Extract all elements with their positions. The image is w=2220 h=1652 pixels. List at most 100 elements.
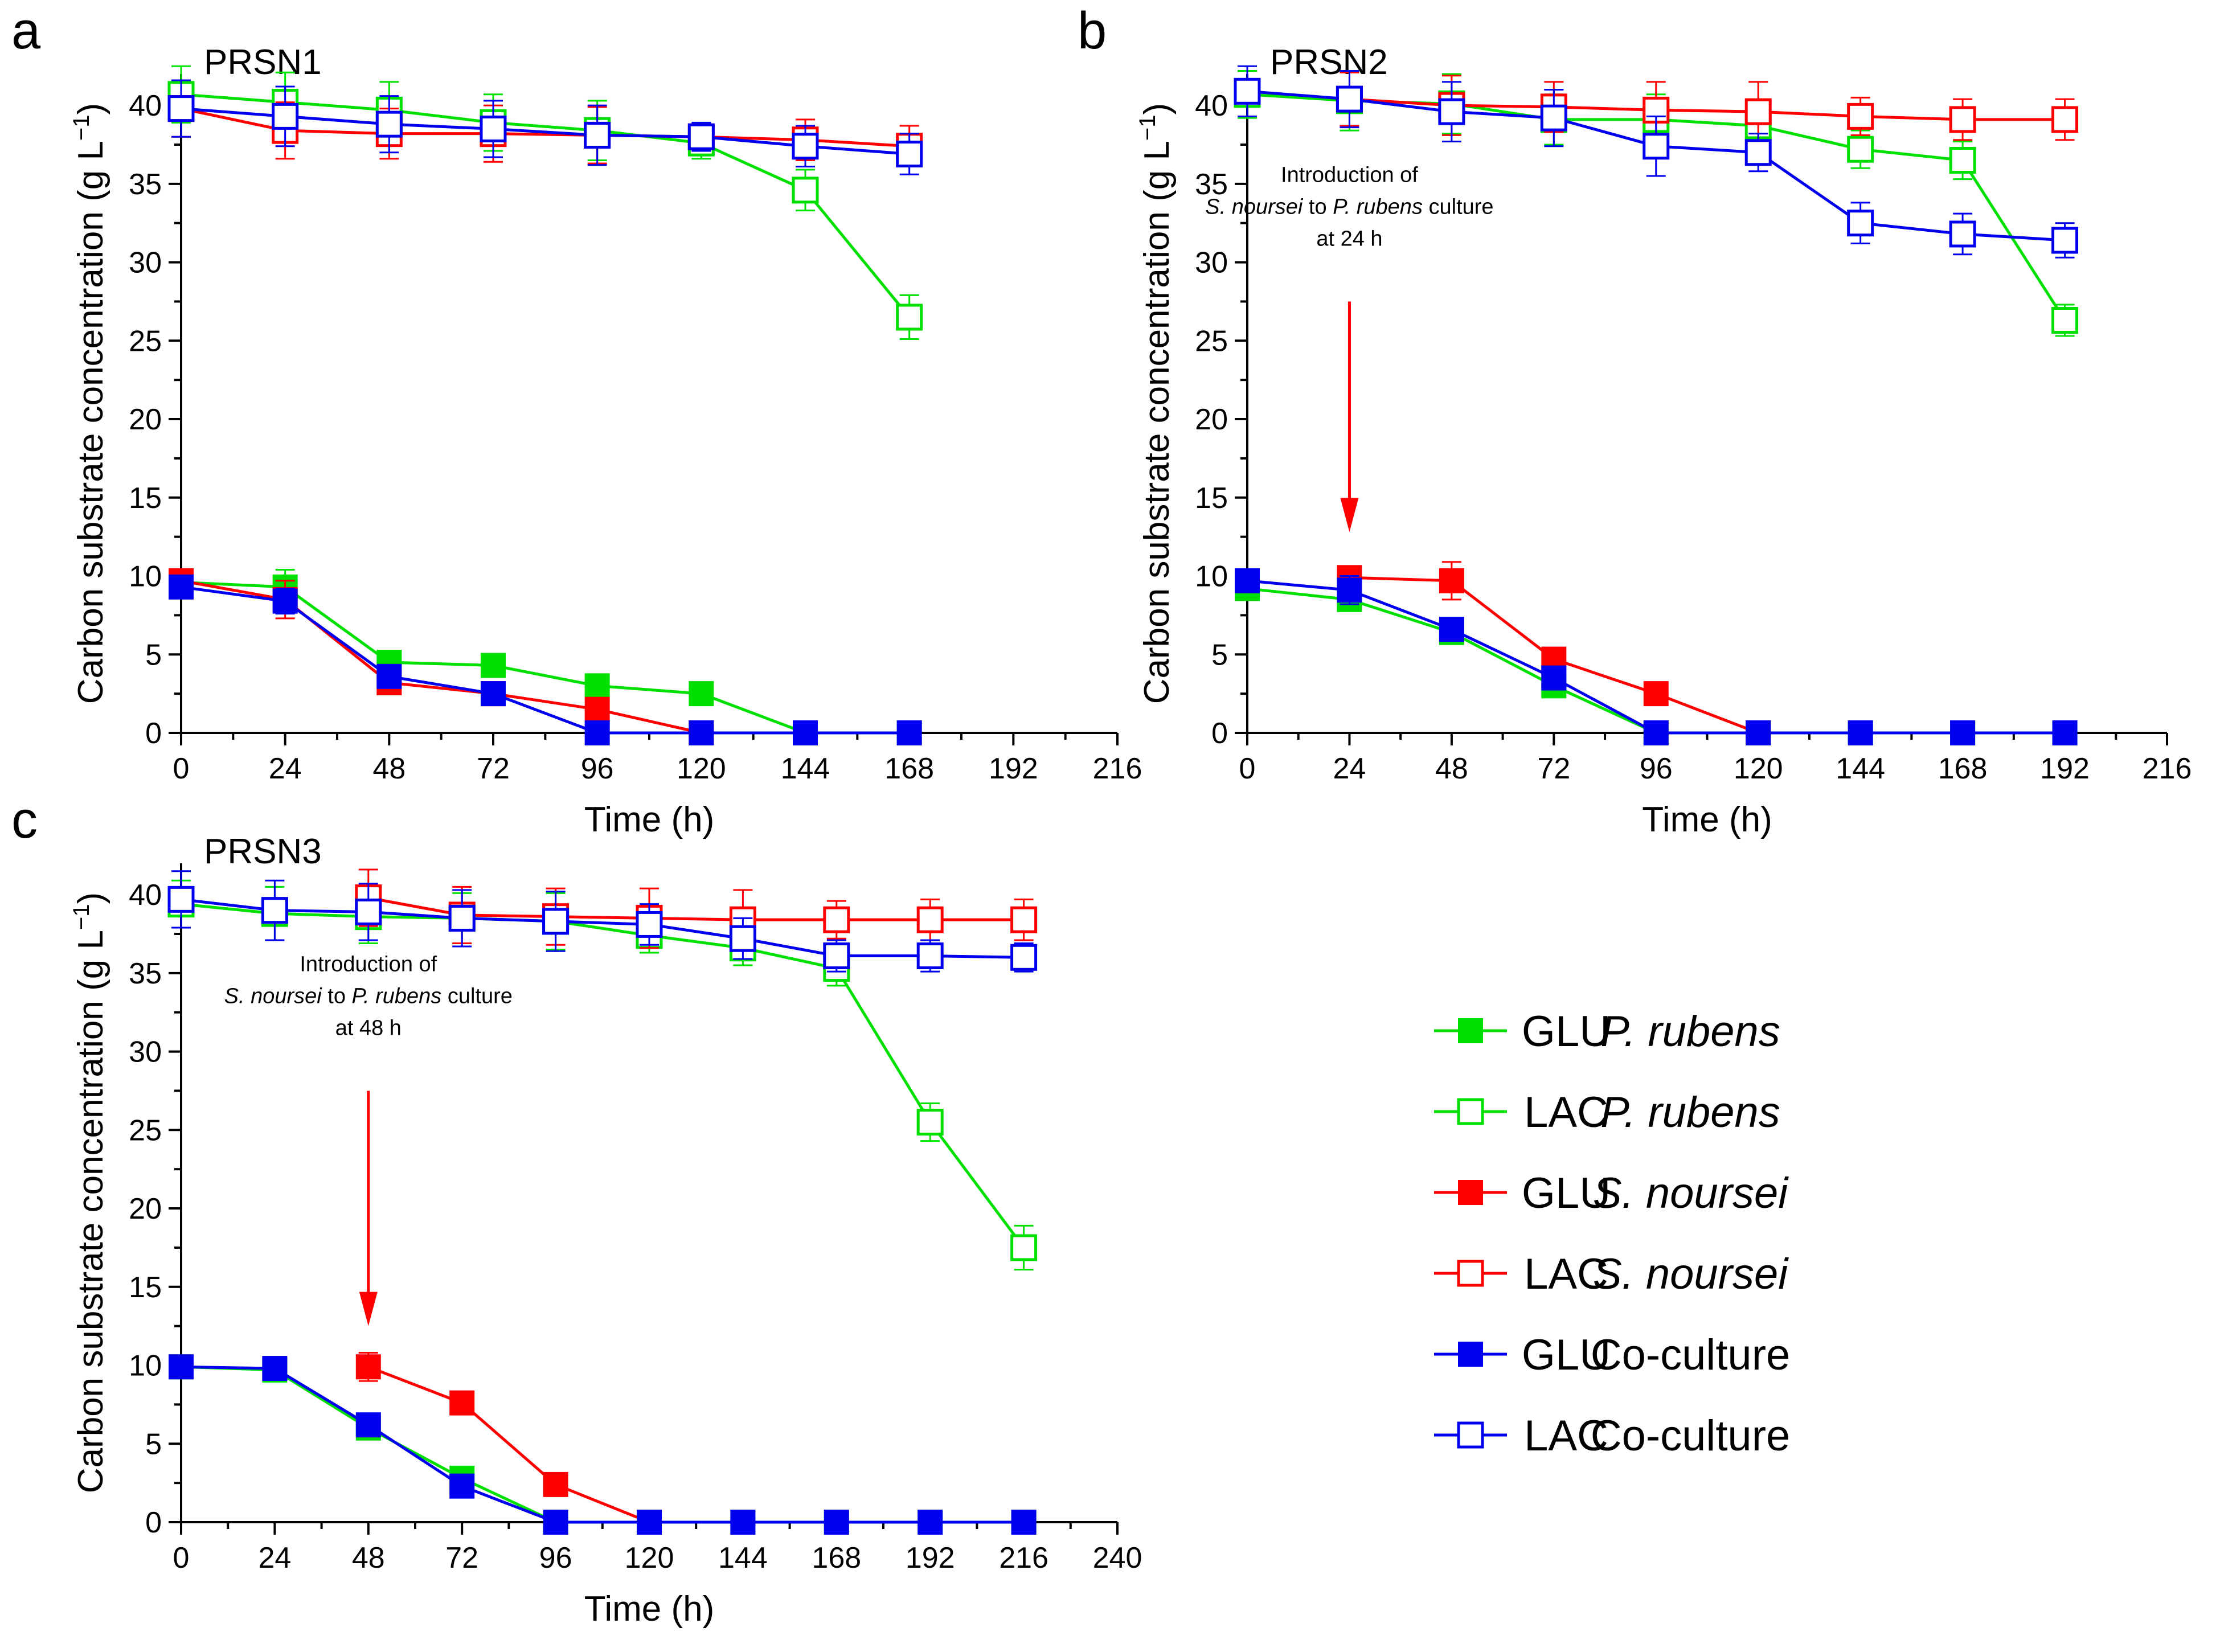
series-lac-co-culture [1234,65,2079,259]
x-tick-label: 96 [539,1542,572,1575]
y-axis-label-close: ) [1137,103,1177,115]
data-point [1746,720,1771,745]
y-axis-label-text: Carbon substrate concentration (g L [71,930,110,1493]
data-point [1010,1234,1038,1261]
x-tick-label: 24 [258,1542,291,1575]
y-tick-label: 30 [129,247,162,280]
annotation-segment: S. noursei [224,984,323,1008]
x-tick-label: 120 [1734,752,1783,785]
legend-marker [1458,1180,1483,1205]
data-point [792,133,819,160]
data-point [1847,210,1874,237]
data-point [1541,665,1567,691]
x-tick-label: 168 [884,752,934,785]
annotation-segment: culture [1423,195,1494,219]
y-tick-label: 40 [1195,89,1228,122]
panel-letter: a [11,2,41,60]
data-point [261,897,288,924]
x-tick-label: 216 [1093,752,1142,785]
data-point [2051,106,2079,133]
data-point [1438,98,1465,125]
x-axis-label: Time (h) [1642,800,1772,839]
data-point [2051,306,2079,334]
y-axis-label-close: ) [71,103,110,115]
data-point [689,720,714,745]
y-tick-label: 5 [1211,638,1228,671]
legend-organism: Co-culture [1591,1412,1791,1460]
y-tick-label: 5 [145,638,162,671]
series-line [181,581,910,735]
y-axis-label-close: ) [71,892,110,904]
x-tick-label: 192 [989,752,1038,785]
series-line [368,896,1024,921]
y-axis-label-text: Carbon substrate concentration (g L [1137,141,1177,704]
data-point [1744,98,1772,125]
data-point [376,663,402,689]
data-point [272,103,299,130]
y-tick-label: 5 [145,1428,162,1461]
data-point [1949,220,1976,248]
x-axis-label: Time (h) [584,800,714,839]
legend-substrate: GLU [1522,1007,1611,1056]
data-point [449,1473,475,1499]
data-point [793,720,818,745]
y-tick-label: 10 [1195,560,1228,593]
annotation-line: S. noursei to P. rubens culture [1205,195,1493,219]
y-axis-label: Carbon substrate concentration (g L−1) [69,103,110,704]
x-tick-label: 24 [269,752,302,785]
data-point [167,95,195,122]
data-point [1950,720,1976,745]
y-axis-label-text: Carbon substrate concentration (g L [71,141,110,704]
legend-marker [1458,1342,1483,1367]
annotation-line: Introduction of [1281,163,1418,187]
x-axis-label: Time (h) [584,1589,714,1629]
data-point [1643,681,1669,707]
data-point [584,121,611,149]
series-lac-co-culture [167,870,1038,973]
y-tick-label: 0 [145,717,162,750]
data-point [481,653,506,678]
annotation: Introduction of S. noursei to P. rubens c… [224,952,513,1326]
series-lac-co-culture [167,79,923,175]
x-tick-label: 96 [1640,752,1673,785]
x-tick-label: 24 [1333,752,1366,785]
y-tick-label: 0 [145,1506,162,1539]
annotation-arrow-head [1340,498,1359,532]
y-tick-label: 10 [129,1350,162,1383]
data-point [1847,136,1874,163]
legend-marker [1457,1421,1484,1449]
y-axis-label-superscript: −1 [1135,114,1160,141]
x-tick-label: 72 [445,1542,478,1575]
data-point [355,1412,381,1438]
series-glu-co-culture [169,1354,1037,1535]
y-tick-label: 30 [129,1036,162,1069]
series-line [181,897,1024,959]
x-tick-label: 120 [625,1542,674,1575]
annotation-line: at 24 h [1316,227,1382,251]
y-tick-label: 35 [129,957,162,990]
data-point [896,140,923,167]
annotation-segment: S. noursei [1205,195,1304,219]
x-tick-label: 168 [1938,752,1988,785]
chart-panel-a: 0 24 48 72 96 120 144 168 192 216 0 5 10 15 20 25 30 35 40… [11,2,1142,839]
data-point [637,1510,662,1535]
data-point [1848,720,1873,745]
data-point [1439,568,1464,593]
x-tick-label: 48 [352,1542,385,1575]
x-tick-label: 96 [581,752,614,785]
chart-panel-b: 0 24 48 72 96 120 144 168 192 216 0 5 10 15 20 25 30 35 40… [1078,2,2192,839]
series-line [181,579,702,735]
y-tick-label: 15 [1195,482,1228,515]
annotation-segment: culture [441,984,513,1008]
legend-marker [1457,1098,1484,1125]
y-tick-label: 20 [1195,403,1228,436]
data-point [824,1510,849,1535]
y-tick-label: 25 [129,325,162,358]
panel-letter: b [1078,2,1107,60]
data-point [1337,577,1362,603]
